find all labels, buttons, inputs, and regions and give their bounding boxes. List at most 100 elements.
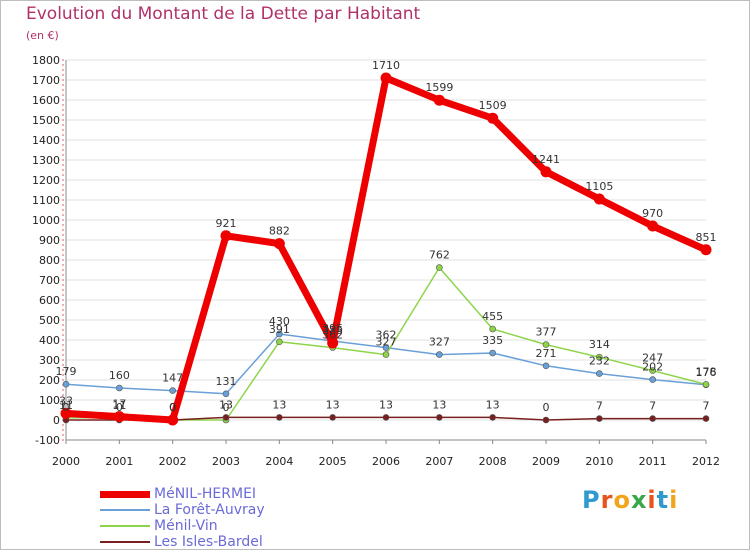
data-point <box>116 384 123 392</box>
logo-letter: r <box>600 486 614 514</box>
data-point <box>382 344 390 351</box>
data-label: 179 <box>56 365 77 378</box>
x-tick-label: 2002 <box>159 455 187 468</box>
data-point <box>702 381 710 388</box>
data-label: 247 <box>642 352 663 365</box>
y-tick-label: 800 <box>39 254 60 267</box>
legend-label: MéNIL-HERMEI <box>154 486 257 502</box>
data-point <box>222 414 230 421</box>
data-label: 176 <box>696 366 717 379</box>
data-label: 271 <box>536 347 557 360</box>
y-tick-label: 100 <box>39 394 60 407</box>
y-tick-label: 0 <box>53 414 60 427</box>
data-point <box>436 414 443 421</box>
data-label: 17 <box>112 398 126 411</box>
data-label: 7 <box>703 400 710 413</box>
y-tick-label: 900 <box>39 234 60 247</box>
data-point <box>647 220 659 232</box>
data-label: 362 <box>376 329 397 342</box>
x-tick-label: 2006 <box>372 455 400 468</box>
data-label: 455 <box>482 310 503 323</box>
data-point <box>436 351 443 358</box>
data-label: 851 <box>696 231 717 244</box>
data-point <box>276 338 283 346</box>
x-tick-label: 2000 <box>52 455 80 468</box>
logo-letter: t <box>656 486 670 514</box>
y-tick-label: 500 <box>39 314 60 327</box>
logo-letter: i <box>669 486 679 514</box>
data-point <box>382 414 390 421</box>
data-point <box>649 415 656 422</box>
data-point <box>62 380 70 388</box>
data-label: 762 <box>429 249 450 262</box>
data-label: 327 <box>429 336 450 349</box>
data-point <box>60 407 72 419</box>
y-tick-label: 400 <box>39 334 60 347</box>
data-label: 0 <box>169 401 176 414</box>
proxiti-logo: Proxiti <box>582 486 678 514</box>
y-tick-label: -100 <box>35 434 60 447</box>
data-point <box>489 349 496 357</box>
logo-letter: P <box>582 486 601 514</box>
chart-subtitle: (en €) <box>26 29 59 42</box>
x-tick-label: 2012 <box>692 455 720 468</box>
data-point <box>169 387 176 394</box>
data-label: 377 <box>536 326 557 339</box>
data-label: 13 <box>379 398 393 411</box>
data-label: 178 <box>696 365 717 378</box>
data-point <box>489 414 496 421</box>
data-label: 1710 <box>372 59 400 72</box>
chart-legend: MéNIL-HERMEI La Forêt-Auvray Ménil-Vin Les … <box>100 486 265 550</box>
data-point <box>649 367 656 374</box>
x-tick-label: 2004 <box>265 455 293 468</box>
data-label: 335 <box>482 334 503 347</box>
data-label: 314 <box>589 338 610 351</box>
data-label: 430 <box>269 315 290 328</box>
data-label: 202 <box>642 361 663 374</box>
data-label: 0 <box>63 401 70 414</box>
data-label: 970 <box>642 207 663 220</box>
data-label: 13 <box>272 398 286 411</box>
x-tick-label: 2009 <box>532 455 560 468</box>
x-tick-label: 2003 <box>212 455 240 468</box>
data-point <box>540 166 552 178</box>
logo-letter: o <box>613 486 631 514</box>
legend-swatch <box>100 490 150 498</box>
y-tick-label: 1000 <box>32 214 60 227</box>
data-point <box>222 390 230 398</box>
legend-label: Les Isles-Bardel <box>154 534 263 550</box>
data-label: 391 <box>269 323 290 336</box>
data-label: 395 <box>322 322 343 335</box>
logo-letter: x <box>630 486 648 514</box>
legend-item: Les Isles-Bardel <box>100 534 265 550</box>
chart-title: Evolution du Montant de la Dette par Hab… <box>26 4 421 24</box>
data-label: 7 <box>596 400 603 413</box>
data-point <box>276 330 283 338</box>
x-tick-label: 2010 <box>585 455 613 468</box>
data-point <box>167 414 179 426</box>
data-point <box>593 193 605 205</box>
data-point <box>700 244 712 256</box>
data-label: 0 <box>169 401 176 414</box>
data-point <box>489 325 496 333</box>
data-point <box>113 411 125 423</box>
data-point <box>542 416 550 424</box>
y-tick-label: 300 <box>39 354 60 367</box>
legend-item: La Forêt-Auvray <box>100 502 265 518</box>
data-label: 0 <box>116 401 123 414</box>
data-point <box>382 351 390 358</box>
data-label: 11 <box>112 399 126 412</box>
y-tick-label: 200 <box>39 374 60 387</box>
data-label: 0 <box>169 401 176 414</box>
y-tick-label: 600 <box>39 294 60 307</box>
data-point <box>433 94 445 106</box>
data-label: 33 <box>59 394 73 407</box>
data-label: 385 <box>322 324 343 337</box>
data-point <box>276 414 283 421</box>
data-label: 1241 <box>532 153 560 166</box>
legend-swatch <box>100 541 150 543</box>
data-point <box>702 415 710 422</box>
data-point <box>380 72 392 84</box>
legend-label: Ménil-Vin <box>154 518 218 534</box>
